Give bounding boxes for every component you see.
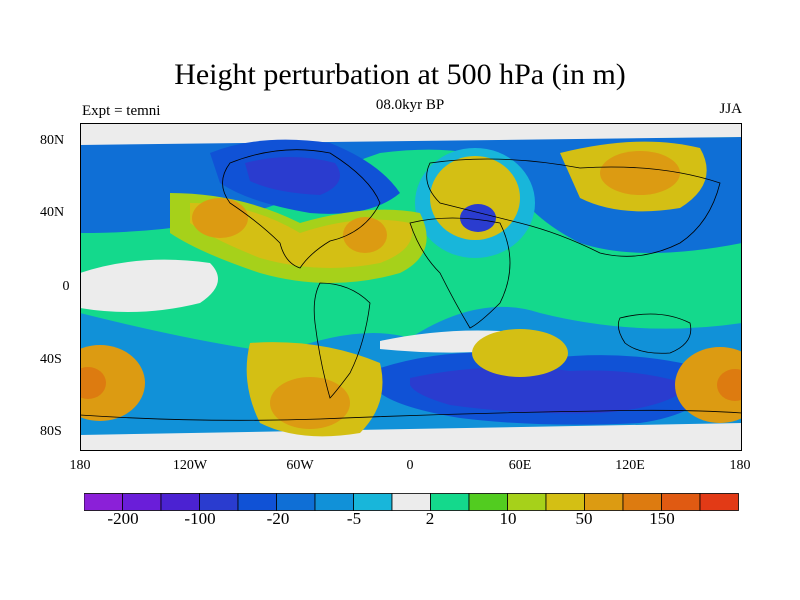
- x-tick-120w: 120W: [172, 458, 208, 473]
- colorbar-label-minus-5: -5: [346, 509, 362, 528]
- colorbar-box-10: [468, 493, 508, 511]
- field-red-west: [80, 367, 106, 399]
- field-yellow-europe: [430, 156, 520, 240]
- field-blue-europe: [460, 204, 496, 232]
- y-tick-equator: 0: [62, 279, 70, 294]
- colorbar-label-minus-100: -100: [184, 509, 216, 528]
- colorbar-box-5: [276, 493, 316, 511]
- colorbar-box-16: [699, 493, 739, 511]
- colorbar-box-15: [661, 493, 701, 511]
- colorbar-label-minus-20: -20: [266, 509, 290, 528]
- colorbar-box-8: [391, 493, 431, 511]
- colorbar-label-150: 150: [649, 509, 675, 528]
- colorbar-label-10: 10: [499, 509, 517, 528]
- colorbar-box-0: [84, 493, 123, 511]
- colorbar-box-6: [314, 493, 354, 511]
- colorbar-box-7: [353, 493, 393, 511]
- x-tick-0: 0: [406, 458, 414, 473]
- x-tick-120e: 120E: [615, 458, 645, 473]
- experiment-label: Expt = temni: [82, 103, 161, 119]
- field-neutral-bottom: [80, 423, 742, 451]
- x-tick-180e: 180: [729, 458, 751, 473]
- map-frame: [80, 123, 742, 451]
- figure-title: Height perturbation at 500 hPa (in m): [174, 58, 626, 91]
- y-tick-40n: 40N: [40, 205, 65, 220]
- colorbar-label-minus-200: -200: [107, 509, 139, 528]
- y-tick-40s: 40S: [40, 352, 62, 367]
- field-core-na: [245, 157, 340, 195]
- colorbar-box-1: [122, 493, 162, 511]
- field-low-south-core: [410, 367, 690, 414]
- colorbar-box-14: [622, 493, 662, 511]
- field-orange-west: [80, 345, 145, 421]
- colorbar-box-11: [507, 493, 547, 511]
- field-neutral-top: [80, 123, 742, 145]
- coastlines: [80, 149, 742, 421]
- period-label: 08.0kyr BP: [375, 97, 445, 113]
- field-orange-east: [675, 347, 742, 423]
- field-orange-south: [270, 377, 350, 429]
- colorbar-box-2: [160, 493, 200, 511]
- colorbar-box-9: [430, 493, 470, 511]
- y-tick-80n: 80N: [40, 133, 65, 148]
- colorbar: [84, 493, 739, 511]
- x-tick-180w: 180: [69, 458, 91, 473]
- x-tick-60w: 60W: [286, 458, 314, 473]
- colorbar-label-2: 2: [425, 509, 435, 528]
- field-high-africa: [472, 329, 568, 377]
- colorbar-box-3: [199, 493, 239, 511]
- height-perturbation-map: [80, 123, 742, 451]
- field-neutral-west: [80, 259, 218, 312]
- field-orange-asia: [600, 151, 680, 195]
- field-orange-na: [192, 198, 248, 238]
- x-tick-60e: 60E: [508, 458, 532, 473]
- field-red-east: [717, 369, 742, 401]
- colorbar-box-13: [584, 493, 624, 511]
- colorbar-box-12: [545, 493, 585, 511]
- season-label: JJA: [719, 101, 742, 117]
- colorbar-label-50: 50: [575, 509, 593, 528]
- field-orange-atl: [343, 217, 387, 253]
- colorbar-box-4: [237, 493, 277, 511]
- y-tick-80s: 80S: [40, 424, 62, 439]
